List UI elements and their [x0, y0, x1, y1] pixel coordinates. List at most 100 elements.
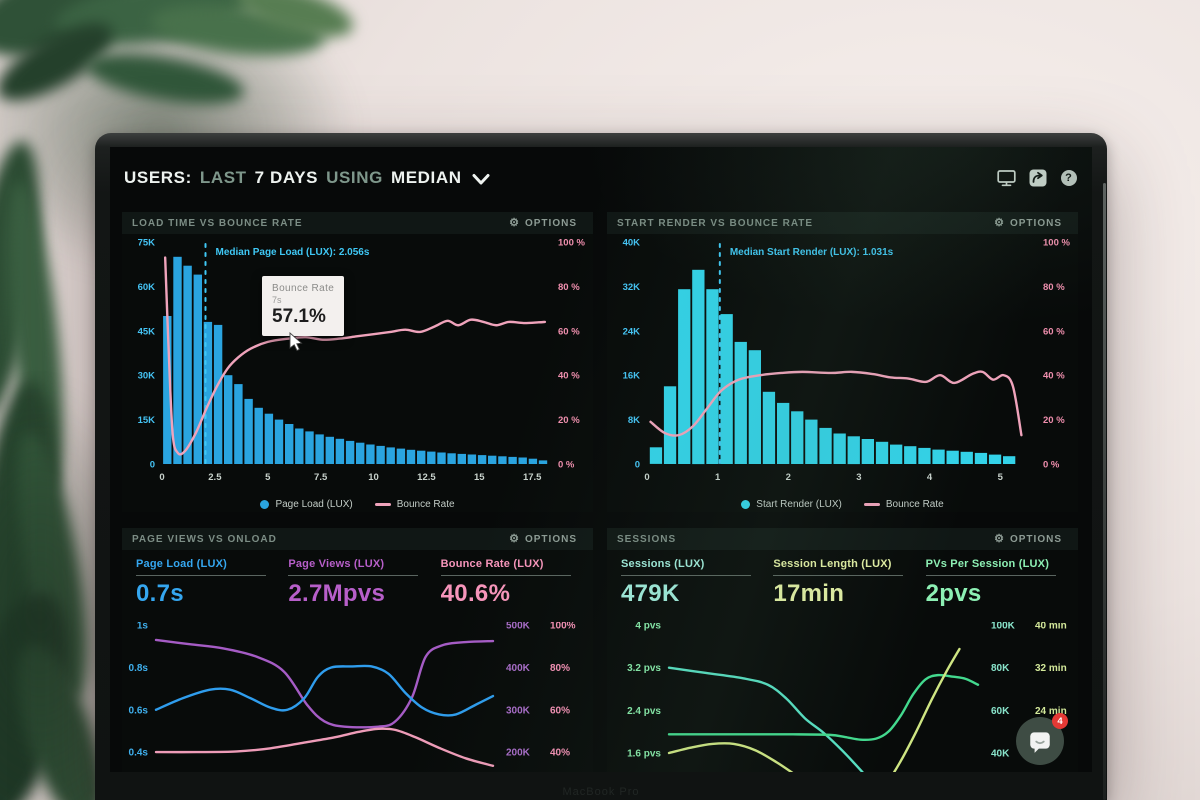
histogram-bar[interactable] — [254, 407, 263, 464]
histogram-bar[interactable] — [244, 398, 253, 464]
histogram-bar[interactable] — [904, 446, 917, 464]
histogram-bar[interactable] — [437, 452, 446, 465]
legend-page-load[interactable]: Page Load (LUX) — [260, 499, 353, 510]
histogram-bar[interactable] — [538, 460, 548, 464]
histogram-bar[interactable] — [833, 433, 846, 465]
axis-tick-label: 0 % — [558, 460, 575, 471]
histogram-bar[interactable] — [285, 424, 294, 464]
histogram-bar[interactable] — [791, 411, 804, 464]
histogram-bar[interactable] — [777, 402, 790, 464]
histogram-bar[interactable] — [163, 316, 172, 464]
histogram-bar[interactable] — [427, 451, 436, 464]
histogram-bar[interactable] — [264, 413, 274, 464]
histogram-bar[interactable] — [932, 449, 945, 464]
histogram-bar[interactable] — [183, 265, 192, 464]
options-button[interactable]: ⚙ OPTIONS — [503, 533, 583, 546]
series-line[interactable] — [154, 638, 495, 729]
legend-bounce-rate[interactable]: Bounce Rate — [374, 499, 455, 510]
histogram-bar[interactable] — [692, 269, 705, 465]
histogram-bar[interactable] — [345, 440, 355, 464]
histogram-bar[interactable] — [918, 447, 931, 464]
header-icon-group: ? — [997, 169, 1078, 188]
histogram-bar[interactable] — [173, 256, 182, 464]
histogram-bar[interactable] — [706, 289, 719, 464]
date-range-dropdown[interactable]: USERS: LAST 7 DAYS USING MEDIAN — [124, 168, 490, 188]
histogram-bar[interactable] — [234, 384, 243, 464]
display-icon[interactable] — [997, 169, 1016, 188]
help-icon[interactable]: ? — [1059, 169, 1078, 188]
histogram-bar[interactable] — [335, 438, 345, 464]
metric-page-views: Page Views (LUX) 2.7Mpvs — [288, 558, 426, 622]
histogram-bar[interactable] — [518, 457, 527, 465]
options-button[interactable]: ⚙ OPTIONS — [988, 533, 1068, 546]
tooltip-series: Bounce Rate — [272, 283, 335, 294]
histogram-bar[interactable] — [325, 436, 334, 464]
chat-widget[interactable]: 4 — [1016, 713, 1068, 765]
axis-tick-label: 100 % — [1043, 238, 1070, 249]
histogram-bar[interactable] — [457, 453, 466, 464]
plant-leaf — [0, 137, 54, 423]
histogram-bar[interactable] — [875, 441, 889, 464]
histogram-bar[interactable] — [224, 375, 233, 464]
bounce-rate-line[interactable] — [649, 370, 1023, 437]
histogram-bar[interactable] — [649, 447, 663, 464]
histogram-bar[interactable] — [508, 456, 517, 464]
histogram-bar[interactable] — [467, 454, 477, 465]
histogram-bar[interactable] — [366, 444, 375, 465]
histogram-bar[interactable] — [488, 455, 497, 464]
share-icon[interactable] — [1028, 169, 1047, 188]
legend-start-render[interactable]: Start Render (LUX) — [741, 499, 842, 510]
histogram-bar[interactable] — [988, 454, 1002, 464]
histogram-bar[interactable] — [305, 431, 314, 464]
axis-tick-label: 3 — [856, 472, 861, 483]
histogram-bar[interactable] — [678, 289, 691, 464]
histogram-bar[interactable] — [447, 453, 456, 464]
gear-icon: ⚙ — [509, 216, 520, 229]
chevron-down-icon[interactable] — [472, 173, 490, 186]
histogram-bar[interactable] — [376, 445, 385, 464]
options-button[interactable]: ⚙ OPTIONS — [503, 217, 583, 230]
histogram-bar[interactable] — [805, 419, 818, 464]
histogram-bar[interactable] — [890, 444, 903, 464]
series-line[interactable] — [154, 727, 495, 768]
histogram-bar[interactable] — [663, 386, 677, 464]
histogram-bar[interactable] — [386, 447, 395, 464]
options-button[interactable]: ⚙ OPTIONS — [988, 217, 1068, 230]
histogram-bar[interactable] — [498, 456, 507, 464]
histogram-bar[interactable] — [1003, 456, 1016, 464]
legend-bounce-rate[interactable]: Bounce Rate — [863, 499, 944, 510]
histogram-bar[interactable] — [274, 419, 284, 464]
histogram-bar[interactable] — [861, 439, 874, 464]
histogram-bar[interactable] — [203, 321, 213, 464]
histogram-bar[interactable] — [356, 442, 365, 464]
series-line[interactable] — [667, 647, 961, 772]
histogram-bar[interactable] — [974, 452, 988, 464]
histogram-bar[interactable] — [847, 436, 860, 465]
series-line[interactable] — [154, 664, 495, 717]
series-line[interactable] — [667, 666, 876, 772]
series-line[interactable] — [667, 673, 980, 742]
histogram-bar[interactable] — [819, 427, 832, 464]
histogram-bar[interactable] — [396, 448, 406, 464]
histogram-bar[interactable] — [960, 451, 973, 464]
histogram-bar[interactable] — [417, 450, 426, 464]
histogram-bar[interactable] — [213, 324, 223, 464]
histogram-bar[interactable] — [762, 391, 776, 464]
histogram-bar[interactable] — [748, 350, 761, 464]
histogram-bar[interactable] — [193, 274, 202, 464]
axis-tick-label: 0 — [159, 472, 164, 483]
histogram-bar[interactable] — [528, 458, 538, 464]
histogram-bar[interactable] — [315, 434, 324, 464]
metric-summary-row: Page Load (LUX) 0.7s Page Views (LUX) 2.… — [122, 550, 593, 622]
axis-tick-label: 10 — [368, 472, 379, 483]
axis-tick-label: 40 % — [558, 371, 580, 382]
histogram-bar[interactable] — [720, 314, 733, 464]
histogram-bar[interactable] — [295, 428, 304, 465]
histogram-bar[interactable] — [406, 449, 416, 464]
gear-icon: ⚙ — [994, 216, 1005, 229]
histogram-bar[interactable] — [477, 455, 487, 464]
histogram-bar[interactable] — [734, 341, 747, 464]
axis-tick-label: 12.5 — [417, 472, 436, 483]
bounce-rate-line[interactable] — [163, 256, 547, 456]
histogram-bar[interactable] — [946, 450, 959, 464]
